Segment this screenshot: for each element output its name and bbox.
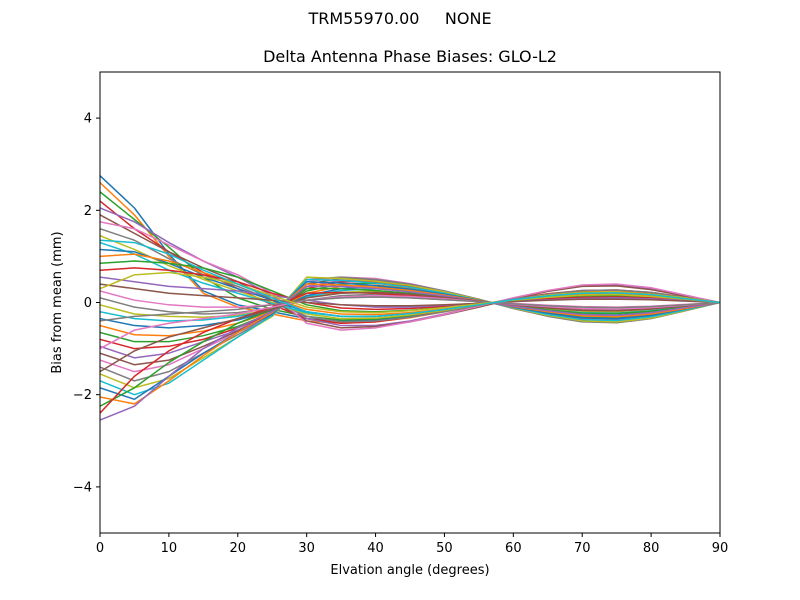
- y-tick-label: 4: [84, 112, 92, 127]
- y-tick-label: −2: [73, 388, 92, 403]
- series-line-30: [100, 278, 720, 396]
- series-line-38: [100, 296, 720, 322]
- series-line-7: [100, 221, 720, 331]
- x-tick-label: 30: [298, 541, 315, 556]
- figure-suptitle: TRM55970.00 NONE: [308, 9, 492, 28]
- y-axis: −4 −2 0 2 4: [73, 112, 100, 495]
- x-tick-label: 10: [161, 541, 178, 556]
- series-line-33: [100, 287, 720, 407]
- x-axis-label: Elvation angle (degrees): [330, 563, 489, 578]
- plot-area: [100, 72, 720, 533]
- series-line-9: [100, 234, 720, 320]
- x-tick-label: 90: [712, 541, 729, 556]
- series-line-39: [100, 271, 720, 314]
- y-tick-label: −4: [73, 480, 92, 495]
- series-line-32: [100, 283, 720, 405]
- x-tick-label: 70: [574, 541, 591, 556]
- series-line-35: [100, 285, 720, 421]
- series-line-16: [100, 283, 720, 307]
- x-tick-label: 50: [436, 541, 453, 556]
- series-line-40: [100, 239, 720, 318]
- x-tick-label: 20: [230, 541, 247, 556]
- series-line-14: [100, 267, 720, 311]
- series-layer: [100, 175, 720, 421]
- chart-title: Delta Antenna Phase Biases: GLO-L2: [263, 47, 557, 66]
- x-tick-label: 60: [505, 541, 522, 556]
- series-line-37: [100, 294, 720, 350]
- y-tick-label: 0: [84, 296, 92, 311]
- y-tick-label: 2: [84, 204, 92, 219]
- y-axis-label: Bias from mean (mm): [50, 231, 65, 373]
- series-line-29: [100, 276, 720, 389]
- series-line-36: [100, 291, 720, 373]
- x-tick-label: 80: [643, 541, 660, 556]
- x-tick-label: 0: [96, 541, 104, 556]
- x-axis: 0 10 20 30 40 50 60 70 80 90: [96, 533, 728, 556]
- series-line-31: [100, 281, 720, 401]
- x-tick-label: 40: [367, 541, 384, 556]
- series-line-15: [100, 276, 720, 308]
